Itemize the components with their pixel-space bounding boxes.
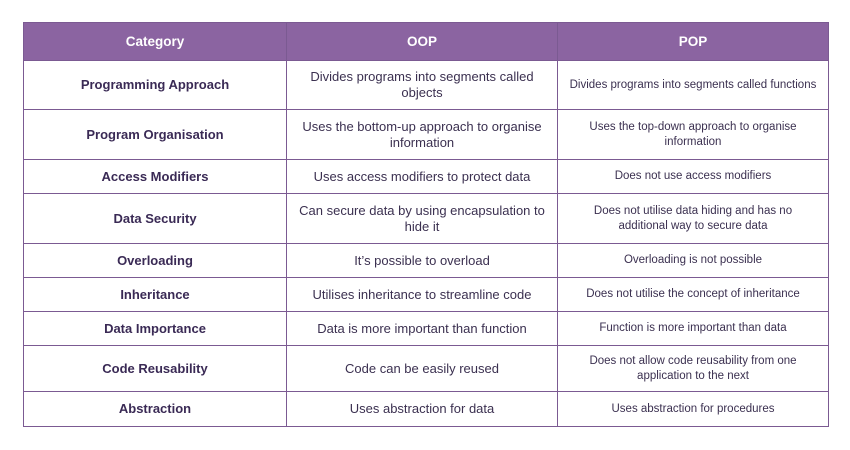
header-cell: Category xyxy=(23,22,287,61)
table-row: Abstraction Uses abstraction for data Uses… xyxy=(23,391,829,427)
pop-cell: Does not use access modifiers xyxy=(557,159,829,194)
pop-cell: Function is more important than data xyxy=(557,311,829,346)
pop-cell: Overloading is not possible xyxy=(557,243,829,278)
header-cell: POP xyxy=(557,22,829,61)
oop-cell: Can secure data by using encapsulation t… xyxy=(286,193,558,244)
pop-cell: Does not allow code reusability from one… xyxy=(557,345,829,392)
table-row: Access Modifiers Uses access modifiers to… xyxy=(23,159,829,194)
pop-cell: Uses abstraction for procedures xyxy=(557,391,829,427)
category-cell: Data Security xyxy=(23,193,287,244)
table-row: Data Importance Data is more important th… xyxy=(23,311,829,346)
oop-cell: Utilises inheritance to streamline code xyxy=(286,277,558,312)
header-cell: OOP xyxy=(286,22,558,61)
oop-cell: Divides programs into segments called ob… xyxy=(286,60,558,110)
oop-cell: It’s possible to overload xyxy=(286,243,558,278)
category-cell: Inheritance xyxy=(23,277,287,312)
category-cell: Access Modifiers xyxy=(23,159,287,194)
table-row: Program Organisation Uses the bottom-up a… xyxy=(23,109,829,160)
header-row: Category OOP POP xyxy=(23,22,829,61)
pop-cell: Uses the top-down approach to organise i… xyxy=(557,109,829,160)
table-row: Code Reusability Code can be easily reuse… xyxy=(23,345,829,392)
pop-cell: Divides programs into segments called fu… xyxy=(557,60,829,110)
oop-cell: Code can be easily reused xyxy=(286,345,558,392)
category-cell: Code Reusability xyxy=(23,345,287,392)
pop-cell: Does not utilise data hiding and has no … xyxy=(557,193,829,244)
table-row: Programming Approach Divides programs int… xyxy=(23,60,829,110)
table-row: Data Security Can secure data by using en… xyxy=(23,193,829,244)
category-cell: Data Importance xyxy=(23,311,287,346)
category-cell: Programming Approach xyxy=(23,60,287,110)
oop-cell: Uses the bottom-up approach to organise … xyxy=(286,109,558,160)
category-cell: Overloading xyxy=(23,243,287,278)
table-row: Overloading It’s possible to overload Over… xyxy=(23,243,829,278)
table-row: Inheritance Utilises inheritance to strea… xyxy=(23,277,829,312)
oop-cell: Data is more important than function xyxy=(286,311,558,346)
comparison-table: Category OOP POP Programming Approach Divid… xyxy=(23,22,829,427)
category-cell: Abstraction xyxy=(23,391,287,427)
pop-cell: Does not utilise the concept of inherita… xyxy=(557,277,829,312)
category-cell: Program Organisation xyxy=(23,109,287,160)
oop-cell: Uses abstraction for data xyxy=(286,391,558,427)
oop-cell: Uses access modifiers to protect data xyxy=(286,159,558,194)
